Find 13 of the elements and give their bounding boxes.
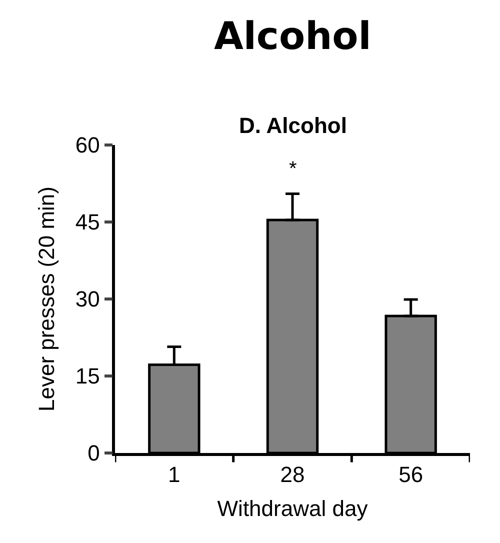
x-axis-title: Withdrawal day <box>217 496 368 522</box>
x-tick-label: 28 <box>280 462 305 488</box>
chart-subtitle: D. Alcohol <box>239 113 347 138</box>
y-tick-label: 0 <box>88 440 100 466</box>
y-tick-label: 30 <box>75 286 100 312</box>
chart-title: Alcohol <box>214 14 372 58</box>
x-tick-label: 1 <box>168 462 180 488</box>
annotation: * <box>289 158 297 180</box>
y-tick-label: 15 <box>75 364 100 389</box>
y-tick-label: 60 <box>75 132 100 158</box>
y-axis-title: Lever presses (20 min) <box>34 186 60 412</box>
y-tick-label: 45 <box>75 210 100 235</box>
x-tick-label: 56 <box>398 462 424 488</box>
